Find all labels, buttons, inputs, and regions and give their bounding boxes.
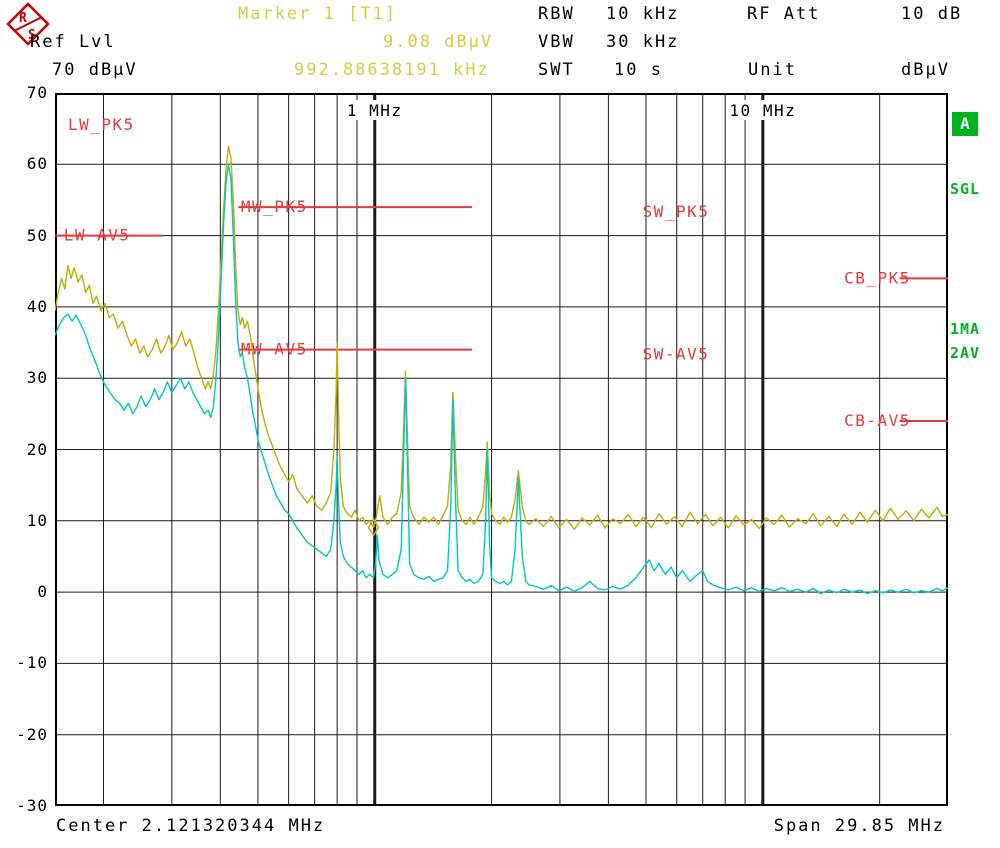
trace1-mode-indicator: 1MA [950,320,981,338]
rf-att-value: 10 dB [901,4,963,24]
y-axis-tick: 30 [26,368,48,388]
rbw-label: RBW [538,4,575,24]
limit-label: MW-AV5 [241,340,308,359]
limit-label: LW-AV5 [64,226,131,245]
marker-title: Marker 1 [T1] [238,4,398,24]
vbw-label: VBW [538,32,575,52]
ref-lvl-value: 70 dBµV [52,60,138,80]
marker-1-symbol [367,517,380,537]
span-value: Span 29.85 MHz [773,816,945,836]
y-axis-tick: -10 [16,653,48,673]
swt-label: SWT [538,60,575,80]
limit-lines [55,206,948,422]
y-axis-tick: 70 [26,83,48,102]
rohde-schwarz-logo: R S [6,2,50,46]
screen-a-badge: A [952,112,978,136]
ref-lvl-label: Ref Lvl [30,32,116,52]
swt-value: 10 s [614,60,663,80]
trace-2 [55,163,948,595]
trace2-mode-indicator: 2AV [950,344,981,362]
decade-label: 10 MHz [729,101,796,120]
vbw-value: 30 kHz [606,32,680,52]
logo-letter-r: R [19,11,27,26]
limit-label: SW_PK5 [643,202,710,221]
marker-level: 9.08 dBµV [383,32,494,52]
y-axis-tick: 10 [26,510,48,530]
single-sweep-indicator: SGL [950,180,981,198]
y-axis-tick: 40 [26,296,48,316]
trace-1 [55,145,948,531]
x-axis-decade-labels: 1 MHz 10 MHz [338,100,799,120]
limit-label: LW_PK5 [68,115,135,134]
limit-label: SW-AV5 [643,345,710,364]
center-frequency: Center 2.121320344 MHz [56,816,326,836]
rbw-value: 10 kHz [606,4,680,24]
y-axis-tick: 60 [26,154,48,174]
spectrum-plot: 1 MHz 10 MHz LW_PK5 LW-AV5 MW_PK5 MW-AV5 SW_PK… [55,93,948,806]
limit-label: MW_PK5 [241,197,308,216]
rf-att-label: RF Att [747,4,821,24]
y-axis-tick: 20 [26,439,48,459]
y-axis-tick: -30 [16,796,48,815]
grid [55,93,948,806]
logo-letter-s: S [28,28,36,43]
limit-label: CB-AV5 [844,411,911,430]
unit-label: Unit [748,60,797,80]
traces [55,145,948,595]
decade-label: 1 MHz [347,101,403,120]
marker-frequency: 992.88638191 kHz [294,60,490,80]
y-axis-tick: -20 [16,724,48,744]
y-axis-tick: 0 [37,582,48,602]
unit-value: dBµV [901,60,950,80]
limit-labels: LW_PK5 LW-AV5 MW_PK5 MW-AV5 SW_PK5 SW-AV5 CB_P… [64,115,911,430]
limit-label: CB_PK5 [844,268,911,287]
y-axis-tick: 50 [26,225,48,245]
